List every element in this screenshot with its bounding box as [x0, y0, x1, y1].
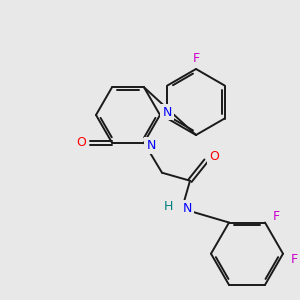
Text: N: N [146, 139, 156, 152]
Text: F: F [192, 52, 200, 65]
Text: N: N [182, 202, 192, 215]
Text: F: F [290, 253, 298, 266]
Text: H: H [163, 200, 173, 213]
Text: N: N [162, 106, 172, 118]
Text: F: F [272, 210, 280, 223]
Text: O: O [209, 150, 219, 163]
Text: O: O [76, 136, 86, 149]
